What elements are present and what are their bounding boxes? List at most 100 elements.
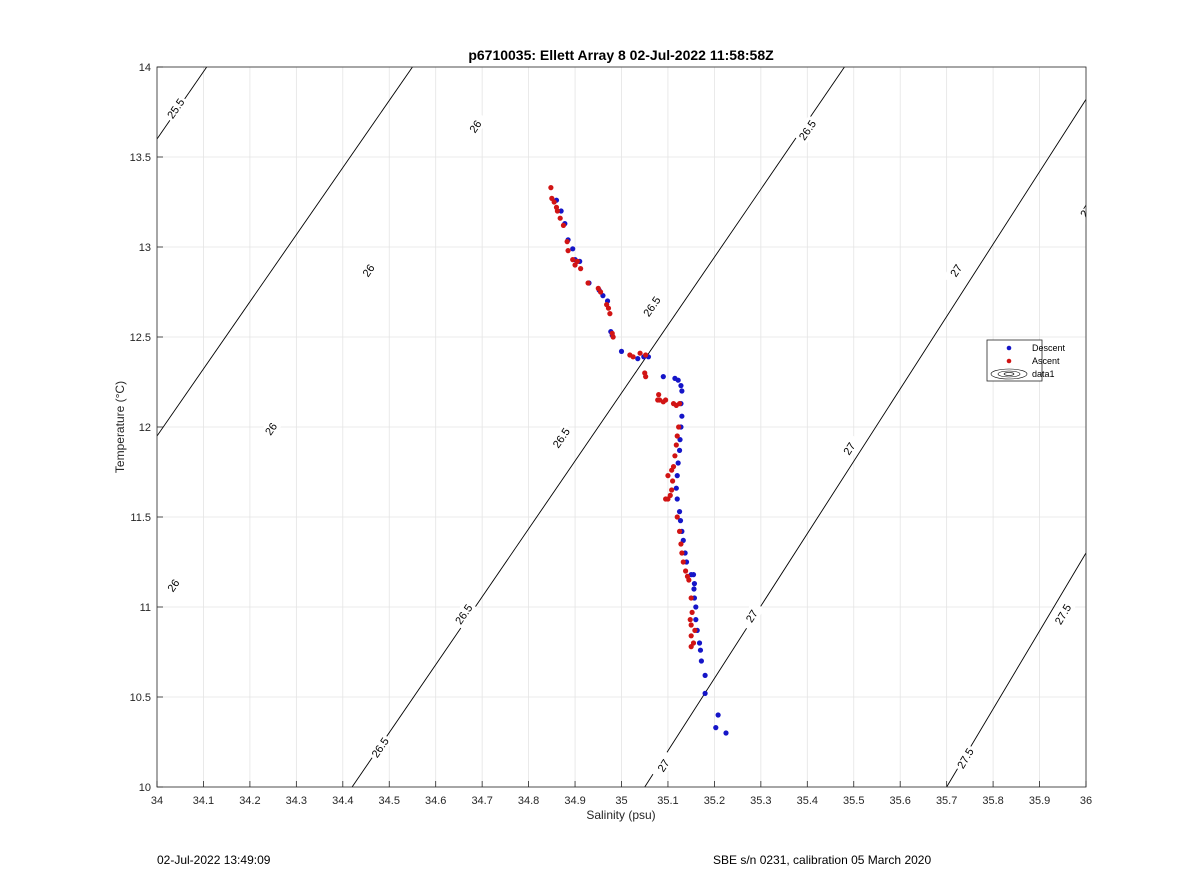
ascent-point (676, 424, 682, 430)
ascent-point (669, 478, 676, 484)
descent-point (679, 388, 685, 394)
descent-point (693, 617, 699, 623)
ascent-point (570, 257, 576, 263)
footer-timestamp: 02-Jul-2022 13:49:09 (157, 853, 271, 867)
x-tick-label: 35.7 (936, 795, 957, 807)
x-tick-label: 34.4 (332, 795, 353, 807)
ascent-point (578, 266, 584, 272)
descent-point (723, 730, 729, 736)
descent-point (676, 447, 683, 453)
x-tick-label: 34.2 (239, 795, 260, 807)
y-tick-label: 11 (140, 602, 151, 614)
isopycnal-label-background (650, 750, 677, 781)
descent-point (674, 473, 680, 479)
descent-point (635, 356, 641, 362)
descent-point (696, 640, 703, 646)
ascent-point (674, 433, 680, 439)
isopycnal-label: 27 (842, 441, 859, 458)
descent-point (660, 374, 666, 380)
ascent-point (610, 334, 616, 340)
isopycnal-label-background (462, 111, 489, 142)
descent-point (691, 586, 697, 592)
isopycnal-label-background (794, 115, 821, 145)
chart-title: p6710035: Ellett Array 8 02-Jul-2022 11:… (468, 47, 774, 63)
descent-point (570, 246, 576, 252)
x-tick-label: 34.7 (471, 795, 492, 807)
y-tick-label: 13.5 (130, 152, 151, 164)
ascent-point (565, 248, 571, 254)
descent-point (676, 509, 683, 515)
descent-point (677, 437, 683, 443)
footer-calibration: SBE s/n 0231, calibration 05 March 2020 (713, 853, 932, 867)
ascent-point (597, 289, 604, 295)
x-tick-label: 35.8 (982, 795, 1003, 807)
isopycnal-label: 27 (744, 608, 761, 625)
y-tick-label: 12.5 (130, 332, 151, 344)
ascent-point (554, 208, 560, 214)
ascent-point (680, 559, 686, 565)
ascent-point (688, 595, 694, 601)
isopycnal-label-background (450, 599, 477, 629)
descent-point (674, 496, 680, 502)
legend-ascent-marker (1006, 358, 1012, 364)
isopycnal-label-background (355, 255, 382, 286)
x-tick-label: 35 (615, 795, 627, 807)
descent-point (697, 647, 704, 653)
x-tick-label: 36 (1080, 795, 1092, 807)
isopycnal-contours: 25.52626262626.526.526.526.526.527272727… (157, 67, 1086, 787)
y-tick-label: 10.5 (130, 692, 151, 704)
descent-point (702, 672, 708, 679)
x-tick-label: 35.9 (1029, 795, 1050, 807)
ascent-point (548, 185, 554, 191)
isopycnal-label-background (366, 732, 394, 763)
ascent-point (679, 550, 685, 556)
isopycnal-label-background (1050, 599, 1076, 629)
descent-point (558, 208, 564, 214)
descent-point (678, 383, 684, 389)
descent-point (675, 460, 681, 466)
grid (156, 66, 1087, 788)
x-tick-label: 35.6 (889, 795, 910, 807)
ascent-point (676, 528, 683, 535)
ascent-point (688, 622, 694, 628)
ascent-point (643, 352, 649, 358)
ascent-point (564, 239, 570, 245)
x-tick-label: 35.1 (657, 795, 678, 807)
x-tick-label: 34.1 (193, 795, 214, 807)
ascent-point (572, 262, 578, 268)
legend-descent-label: Descent (1032, 343, 1066, 353)
y-axis-label: Temperature (°C) (113, 381, 127, 473)
isopycnal-label-background (1073, 196, 1086, 226)
x-tick-label: 35.5 (843, 795, 864, 807)
legend-box (986, 339, 1043, 382)
isopycnal-label: 26 (166, 578, 183, 595)
ascent-point (656, 392, 662, 398)
isopycnal-label: 26 (263, 421, 280, 438)
ascent-point (551, 199, 557, 205)
x-tick-label: 35.2 (704, 795, 725, 807)
ascent-point (686, 577, 692, 583)
isopycnal-label-background (160, 570, 187, 601)
data-points (548, 185, 729, 736)
ascent-point (643, 374, 649, 380)
descent-point (693, 604, 699, 610)
isopycnal-label: 27 (656, 758, 673, 775)
isopycnal-label: 27 (948, 263, 965, 280)
isopycnal-label-background (162, 93, 189, 124)
ascent-point (607, 311, 613, 317)
ascent-point (605, 305, 612, 311)
descent-point (618, 348, 625, 354)
x-tick-label: 34.5 (379, 795, 400, 807)
descent-point (677, 518, 684, 524)
isopycnal-label-background (943, 255, 969, 286)
ascent-point (665, 473, 671, 479)
ascent-point (676, 401, 683, 407)
x-axis-label: Salinity (psu) (586, 808, 655, 822)
isopycnal-label-background (257, 414, 284, 444)
isopycnal-label: 26 (468, 119, 485, 136)
isopycnal-label-background (547, 423, 575, 453)
isopycnal-label-background (952, 743, 978, 773)
ascent-point (689, 609, 695, 616)
y-tick-label: 14 (139, 62, 151, 74)
y-tick-label: 10 (139, 782, 151, 794)
